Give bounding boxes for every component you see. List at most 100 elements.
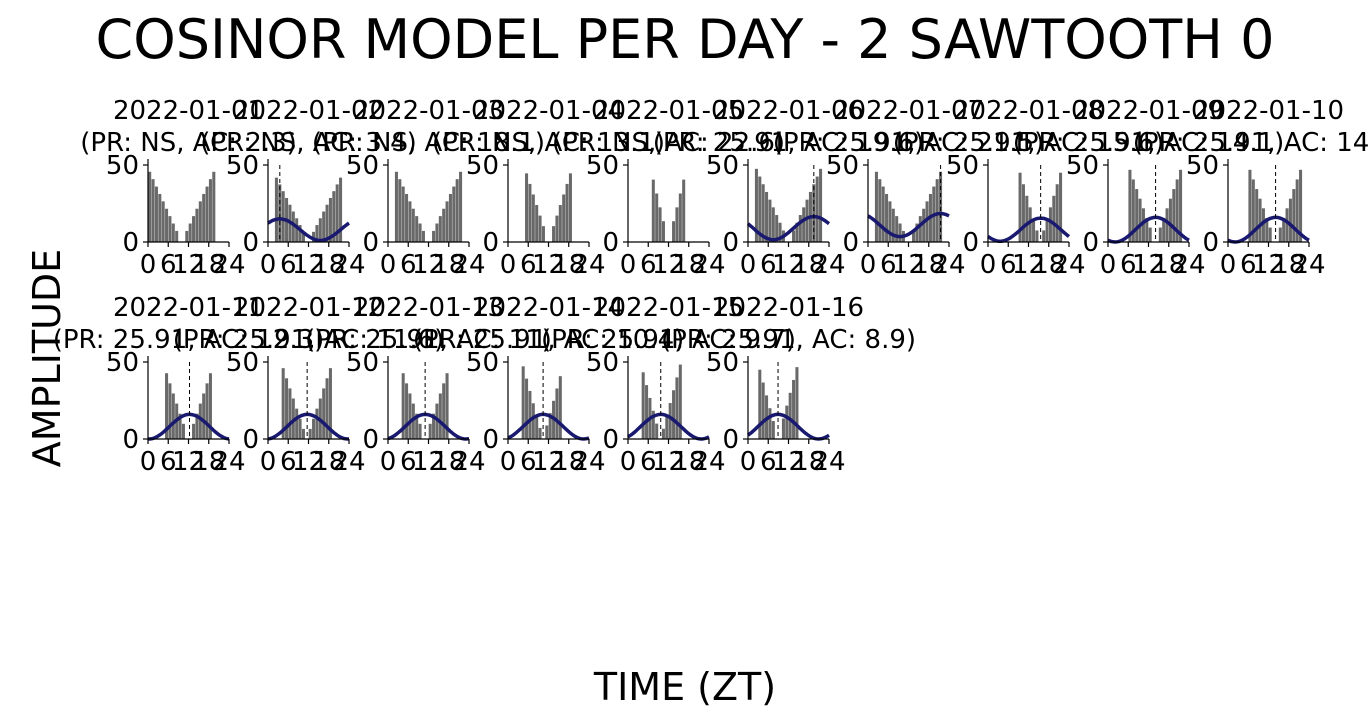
x-tick-label: 12 [532, 250, 565, 280]
amplitude-bar [312, 418, 316, 439]
amplitude-bar [332, 191, 336, 242]
amplitude-bar [165, 373, 169, 439]
cosinor-fit-line [1107, 215, 1190, 244]
amplitude-bar [925, 201, 929, 242]
amplitude-bar [878, 179, 882, 242]
day-panel: 2022-01-10(PR: 25.91, AC: 14.1)050061218… [1133, 96, 1370, 280]
amplitude-bar [315, 225, 319, 242]
panel-stats-subtitle: (PR: 25.91, AC: 9.7) [541, 325, 796, 355]
amplitude-bar [312, 231, 316, 242]
x-tick-label: 0 [500, 447, 517, 477]
panel-date-title: 2022-01-09 [1073, 96, 1224, 126]
amplitude-bar [785, 405, 789, 439]
amplitude-bar [541, 226, 545, 242]
amplitude-bar [1141, 208, 1145, 242]
amplitude-bar [154, 186, 158, 242]
amplitude-bar [301, 428, 305, 439]
x-tick-label: 24 [812, 447, 845, 477]
amplitude-bar [655, 193, 659, 242]
amplitude-bar [815, 176, 819, 242]
y-tick-label: 50 [946, 151, 979, 181]
y-tick-label: 0 [122, 228, 139, 258]
amplitude-bar [771, 207, 775, 242]
amplitude-bar [819, 168, 823, 242]
x-tick-label: 12 [892, 250, 925, 280]
amplitude-bar [678, 364, 682, 439]
amplitude-bar [761, 184, 765, 242]
cosinor-fit-line [267, 217, 351, 243]
amplitude-bar [778, 222, 782, 242]
amplitude-bar [1032, 218, 1036, 242]
x-tick-label: 0 [140, 250, 157, 280]
amplitude-bar [528, 183, 532, 242]
panel-date-title: 2022-01-16 [713, 293, 864, 323]
x-tick-label: 24 [1292, 250, 1325, 280]
x-tick-label: 18 [192, 250, 225, 280]
amplitude-bar [445, 373, 449, 439]
amplitude-bar [1042, 230, 1046, 242]
x-tick-label: 18 [312, 447, 345, 477]
amplitude-bar [758, 176, 762, 242]
amplitude-bar [198, 403, 202, 439]
amplitude-bar [192, 216, 196, 242]
x-tick-label: 18 [552, 447, 585, 477]
y-tick-label: 50 [346, 348, 379, 378]
amplitude-bar [1179, 169, 1183, 242]
amplitude-bar [552, 226, 556, 242]
amplitude-bar [891, 208, 895, 242]
amplitude-bar [418, 223, 422, 242]
x-tick-label: 12 [1252, 250, 1285, 280]
amplitude-bar [765, 191, 769, 242]
amplitude-bar [322, 211, 326, 242]
amplitude-bar [188, 223, 192, 242]
x-tick-label: 12 [772, 250, 805, 280]
amplitude-bar [442, 383, 446, 439]
amplitude-bar [1059, 172, 1063, 242]
amplitude-bar [1278, 227, 1282, 242]
panel-stats-subtitle: (PR: 25.91, AC: 11) [305, 325, 552, 355]
x-tick-label: 12 [172, 250, 205, 280]
amplitude-bar [285, 378, 289, 439]
panel-stats-subtitle: (PR: NS, AC: 3.4) [200, 128, 417, 158]
x-tick-label: 6 [880, 250, 897, 280]
panel-date-title: 2022-01-05 [593, 96, 744, 126]
x-tick-label: 12 [292, 447, 325, 477]
x-tick-label: 6 [640, 447, 657, 477]
x-tick-label: 0 [620, 250, 637, 280]
amplitude-bar [398, 179, 402, 242]
amplitude-bar [525, 173, 529, 242]
amplitude-bar [318, 218, 322, 242]
amplitude-bar [918, 216, 922, 242]
amplitude-bar [521, 366, 525, 439]
x-tick-label: 12 [1012, 250, 1045, 280]
amplitude-bar [1251, 179, 1255, 242]
amplitude-bar [1168, 198, 1172, 242]
x-tick-label: 6 [160, 250, 177, 280]
amplitude-bar [415, 216, 419, 242]
amplitude-bar [528, 390, 532, 439]
x-tick-label: 24 [452, 447, 485, 477]
amplitude-bar [212, 171, 216, 242]
amplitude-bar [298, 418, 302, 439]
y-tick-label: 0 [362, 425, 379, 455]
x-tick-label: 18 [312, 250, 345, 280]
x-tick-label: 24 [212, 250, 245, 280]
y-tick-label: 50 [106, 348, 139, 378]
amplitude-bar [1052, 195, 1056, 242]
amplitude-bar [291, 211, 295, 242]
y-tick-label: 50 [466, 151, 499, 181]
amplitude-bar [805, 199, 809, 242]
x-tick-label: 6 [1000, 250, 1017, 280]
x-tick-label: 18 [432, 250, 465, 280]
x-tick-label: 0 [260, 250, 277, 280]
cosinor-fit-line [387, 412, 470, 441]
amplitude-bar [405, 193, 409, 242]
x-tick-label: 6 [280, 250, 297, 280]
amplitude-bar [459, 171, 463, 242]
y-tick-label: 50 [706, 151, 739, 181]
x-tick-label: 0 [380, 447, 397, 477]
